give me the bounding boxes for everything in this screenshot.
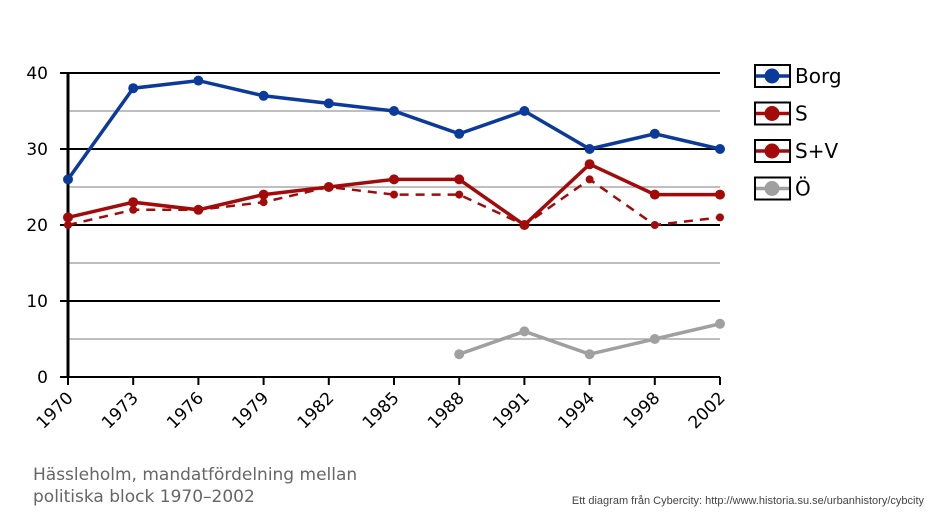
series-line-borg [66,78,721,181]
data-point-s-v [193,204,204,215]
data-point-o [649,334,660,344]
data-point-s-v [323,182,334,192]
data-point-s-v [715,189,725,200]
data-point-borg [715,144,725,154]
data-point-borg [323,98,334,109]
caption-line-2: politiska block 1970–2002 [33,487,255,507]
data-point-s [64,221,72,229]
legend-marker-borg [764,68,780,84]
x-tick-label: 1979 [228,388,273,433]
x-tick-label: 1988 [424,388,469,433]
y-tick-label: 30 [26,140,48,160]
data-point-s-v [454,174,465,185]
legend-marker-s [764,106,780,121]
data-point-borg [193,75,204,86]
y-tick-label: 20 [26,216,48,236]
data-point-borg [584,144,595,154]
legend-label-s: S [795,102,808,126]
data-point-o [519,326,530,337]
legend-marker-s-v [764,143,780,159]
data-point-s [129,205,138,214]
data-point-s [390,190,398,199]
data-point-borg [258,90,269,101]
y-tick-label: 40 [26,64,48,84]
data-point-borg [63,174,73,185]
data-point-o [454,349,465,360]
data-point-s-v [584,159,595,170]
data-point-borg [454,128,465,139]
legend-label-borg: Borg [795,64,842,88]
x-tick-label: 1994 [554,388,599,433]
credit-text: Ett diagram från Cybercity: http://www.h… [571,495,924,507]
data-point-s-v [258,189,269,200]
series-line-s [67,177,721,227]
data-point-s [259,198,268,207]
y-tick-label: 10 [26,292,48,312]
legend-label-s-v: S+V [795,139,838,163]
data-point-s-v [63,212,73,223]
data-point-s [650,221,659,229]
caption-line-1: Hässleholm, mandatfördelning mellan [33,465,358,485]
data-point-s-v [519,220,530,230]
x-tick-label: 1998 [620,388,665,433]
data-point-borg [389,106,399,116]
x-tick-label: 1970 [33,388,78,433]
x-tick-label: 1976 [163,388,208,433]
legend-marker-o [764,181,780,196]
data-point-o [715,318,725,329]
data-point-s [585,175,594,184]
x-tick-label: 1985 [359,388,404,433]
x-tick-label: 1982 [294,388,339,433]
data-point-o [584,349,595,360]
x-tick-label: 1991 [489,388,534,433]
x-tick-label: 1973 [98,388,143,433]
legend-label-o: Ö [795,177,811,201]
x-tick-label: 2002 [685,388,730,433]
chart-caption: Hässleholm, mandatfördelning mellan poli… [33,464,453,508]
data-point-s-v [128,197,139,208]
y-tick-label: 0 [37,368,48,388]
data-point-s [455,190,464,199]
data-point-s [716,213,724,222]
data-point-borg [128,83,139,94]
data-point-borg [519,106,530,116]
data-point-s-v [389,174,399,185]
data-point-s-v [649,189,660,200]
data-point-borg [649,128,660,139]
